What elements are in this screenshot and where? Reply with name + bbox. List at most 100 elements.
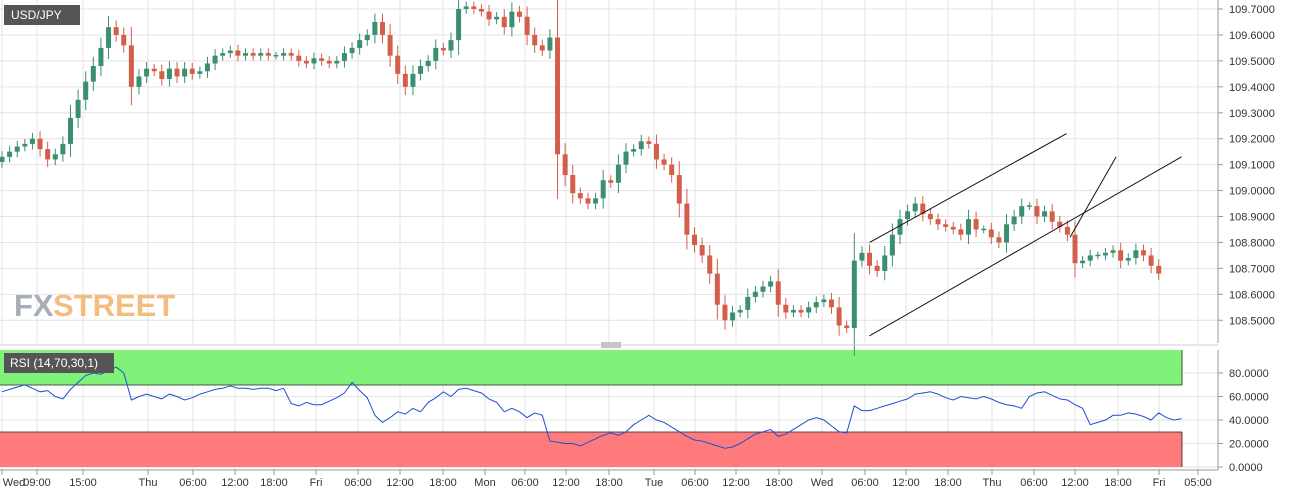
candle [273,51,279,60]
candle [965,209,971,245]
candle [927,208,933,225]
candle [867,244,873,275]
candle [684,188,690,250]
candle [189,62,195,80]
time-tick-label: 05:00 [1184,477,1212,489]
candle [1064,220,1070,242]
candle [1034,198,1040,225]
candle [722,295,728,330]
time-tick-label: 18:00 [595,477,623,489]
candle [973,211,979,238]
candle [501,9,507,35]
candle [281,48,287,61]
candle [151,63,157,77]
candle [494,11,500,25]
candle [235,44,241,62]
watermark-fx: FX [14,288,54,323]
time-tick-label: 12:00 [386,477,414,489]
candle [623,143,629,174]
candle [882,246,888,281]
candle [380,13,385,44]
candle [714,258,720,320]
candle [585,192,591,210]
candle [958,223,964,241]
time-tick-label: 12:00 [552,477,580,489]
candle [37,131,43,157]
candle [113,20,119,42]
candle [1057,216,1063,233]
candle [1118,242,1124,269]
candle [509,2,515,37]
candle [547,29,553,59]
candle [912,196,918,218]
candle [555,0,561,200]
candle [988,222,994,244]
candle [661,153,667,171]
candle [653,134,659,169]
overbought-zone [0,350,1182,385]
candle [425,55,431,72]
candle [243,48,249,61]
candle [341,46,347,68]
pane-resize-handle[interactable] [601,342,621,348]
candle [395,45,401,85]
candle [364,29,370,46]
rsi-label[interactable]: RSI (14,70,30,1) [4,353,114,373]
time-tick-label: 15:00 [69,477,97,489]
candle [707,245,713,284]
candle [516,5,522,23]
channel-line [869,133,1067,243]
candle [372,13,378,44]
rsi-tick-label: 80.0000 [1229,368,1269,380]
candle [638,134,644,156]
candle [539,39,545,57]
candle [83,71,89,111]
candle [615,154,621,194]
rsi-tick-label: 60.0000 [1229,392,1269,404]
time-tick-label: 12:00 [1061,477,1089,489]
candle [593,192,599,210]
time-tick-label: 06:00 [851,477,879,489]
candle [1049,203,1055,230]
candle [14,140,20,158]
price-tick-label: 109.6000 [1229,30,1275,42]
candle [7,145,13,163]
rsi-tick-label: 40.0000 [1229,415,1269,427]
rsi-axis: 80.0000 60.0000 40.0000 20.0000 0.0000 [1218,368,1269,474]
candle [532,27,538,53]
candle [402,65,408,96]
time-tick-label: 18:00 [260,477,288,489]
time-tick-label: 12:00 [221,477,249,489]
price-tick-label: 109.2000 [1229,134,1275,146]
candle [60,136,66,162]
candle [1102,248,1108,261]
time-tick-label: 06:00 [681,477,709,489]
candle [471,1,477,14]
rsi-label-text: RSI (14,70,30,1) [10,356,98,370]
candle [730,305,736,327]
candle [608,175,614,188]
price-tick-label: 108.7000 [1229,263,1275,275]
candle [806,301,812,319]
candle [1095,251,1101,260]
time-tick-label: 18:00 [429,477,457,489]
symbol-label[interactable]: USD/JPY [4,5,80,25]
trend-channel [869,133,1182,337]
candle [486,4,492,26]
candle [311,52,317,70]
candle [874,260,880,277]
candle [349,42,355,59]
candle [121,27,127,53]
candle [45,141,51,167]
time-tick-label: 09:00 [23,477,51,489]
candle [783,298,789,320]
candle [745,288,751,319]
candle [798,305,804,318]
candle [577,187,583,205]
candle [90,56,96,91]
candle [1141,244,1146,262]
time-tick-label: 18:00 [1104,477,1132,489]
